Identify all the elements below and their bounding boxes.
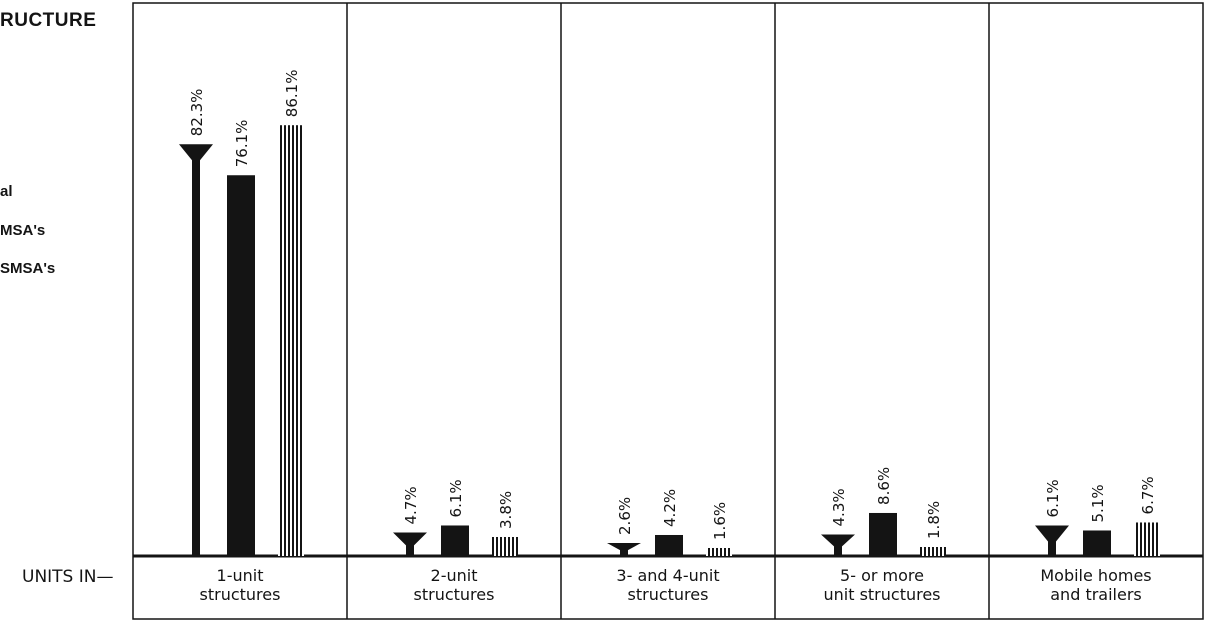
units-in-label: UNITS IN— xyxy=(22,567,114,587)
category-label-line: 2-unit xyxy=(430,566,478,585)
value-label: 8.6% xyxy=(875,467,893,505)
value-label: 3.8% xyxy=(497,491,515,529)
bar-total xyxy=(179,144,213,556)
value-label: 5.1% xyxy=(1089,484,1107,522)
legend-item-outside-smsas: SMSA's xyxy=(0,260,56,277)
bar-in-smsas xyxy=(441,525,469,556)
bar-total xyxy=(821,534,855,556)
bar-outside-smsas xyxy=(706,547,732,556)
chart-border xyxy=(132,2,1204,620)
value-label: 4.2% xyxy=(661,489,679,527)
value-label: 2.6% xyxy=(616,497,634,535)
category-label-line: and trailers xyxy=(1050,585,1142,604)
bar-outside-smsas xyxy=(278,125,304,556)
value-label: 1.6% xyxy=(711,502,729,540)
category-label: 5- or more unit structures xyxy=(775,566,989,604)
value-label: 4.3% xyxy=(830,488,848,526)
bar-in-smsas xyxy=(869,512,897,556)
value-label: 86.1% xyxy=(283,70,301,118)
bar-outside-smsas xyxy=(1134,522,1160,556)
category-label-line: 3- and 4-unit xyxy=(616,566,720,585)
category-label: Mobile homes and trailers xyxy=(989,566,1203,604)
category-label-line: structures xyxy=(627,585,709,604)
category-label: 3- and 4-unit structures xyxy=(561,566,775,604)
legend-item-total: al xyxy=(0,183,13,200)
category-label: 1-unit structures xyxy=(133,566,347,604)
value-labels: 82.3% 76.1% 86.1% 4.7% 6.1% 3.8% 2.6% 4.2% 1.6% 4… xyxy=(188,70,1157,540)
category-label-line: 1-unit xyxy=(216,566,264,585)
category-label: 2-unit structures xyxy=(347,566,561,604)
category-label-line: Mobile homes xyxy=(1040,566,1152,585)
value-label: 82.3% xyxy=(188,89,206,137)
category-label-line: 5- or more xyxy=(840,566,924,585)
bars xyxy=(179,125,1160,556)
value-label: 6.7% xyxy=(1139,476,1157,514)
value-label: 4.7% xyxy=(402,486,420,524)
category-label-line: unit structures xyxy=(823,585,941,604)
bar-total xyxy=(393,532,427,556)
category-label-line: structures xyxy=(199,585,281,604)
bar-in-smsas xyxy=(227,175,255,556)
bar-outside-smsas xyxy=(920,546,946,556)
bar-in-smsas xyxy=(1083,530,1111,556)
value-label: 6.1% xyxy=(1044,479,1062,517)
value-label: 76.1% xyxy=(233,120,251,168)
bar-total xyxy=(607,542,641,556)
bar-in-smsas xyxy=(655,534,683,556)
chart-title-fragment: RUCTURE xyxy=(0,10,97,31)
bar-total xyxy=(1035,525,1069,556)
bar-outside-smsas xyxy=(492,536,518,556)
category-label-line: structures xyxy=(413,585,495,604)
legend-item-in-smsas: MSA's xyxy=(0,222,46,239)
value-label: 6.1% xyxy=(447,479,465,517)
value-label: 1.8% xyxy=(925,501,943,539)
